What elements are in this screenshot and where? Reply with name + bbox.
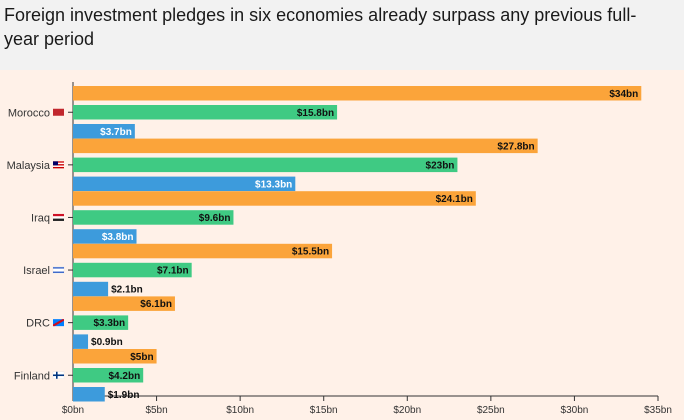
bar: [73, 124, 135, 139]
category-label: Finland: [14, 370, 50, 382]
bar: [73, 368, 144, 383]
bar-value-label: $5bn: [130, 352, 153, 363]
bar-value-label: $4.2bn: [109, 371, 141, 382]
bar: [73, 86, 642, 101]
bar-value-label: $7.1bn: [157, 266, 189, 277]
bar-value-label: $15.5bn: [292, 247, 329, 258]
bar-value-label: $3.3bn: [93, 318, 125, 329]
bar: [73, 157, 458, 173]
iraq-flag-icon: [53, 213, 64, 221]
bar: [73, 281, 109, 297]
header: Foreign investment pledges in six econom…: [0, 0, 684, 70]
category-label: DRC: [26, 318, 50, 330]
x-tick-label: $25bn: [477, 405, 505, 416]
category-label: Iraq: [31, 212, 50, 224]
bar-value-label: $34bn: [609, 89, 638, 100]
bar-value-label: $0.9bn: [91, 337, 123, 348]
x-tick-label: $5bn: [145, 405, 167, 416]
bar: [73, 176, 296, 192]
bar-value-label: $3.7bn: [100, 127, 132, 138]
bar: [73, 334, 89, 349]
malaysia-flag-icon: [53, 161, 64, 169]
bar-value-label: $24.1bn: [436, 194, 473, 205]
category-label: Morocco: [8, 107, 50, 119]
x-tick-label: $15bn: [310, 405, 338, 416]
bar: [73, 229, 137, 244]
bar: [73, 262, 192, 278]
bar: [73, 191, 476, 206]
morocco-flag-icon: [53, 108, 64, 116]
x-tick-label: $20bn: [393, 405, 421, 416]
category-label: Israel: [23, 265, 50, 277]
drc-flag-icon: [53, 319, 64, 327]
finland-flag-icon: [52, 371, 65, 379]
x-tick-label: $30bn: [561, 405, 589, 416]
bar: [73, 243, 333, 259]
bar-value-label: $23bn: [426, 160, 455, 171]
israel-flag-icon: [52, 266, 65, 274]
bar-value-label: $3.8bn: [102, 232, 134, 243]
bar-value-label: $27.8bn: [497, 141, 534, 152]
bar-value-label: $2.1bn: [111, 285, 143, 296]
bar: [73, 138, 538, 154]
bar: [73, 349, 157, 364]
bar: [73, 210, 234, 225]
category-label: Malaysia: [7, 160, 51, 172]
chart-panel: $0bn $5bn $10bn $15bn $20bn $25bn $30bn $35bn Mo…: [0, 70, 684, 420]
bar: [73, 105, 338, 120]
bar-value-label: $9.6bn: [199, 213, 231, 224]
x-tick-label: $0bn: [62, 405, 84, 416]
chart-title: Foreign investment pledges in six econom…: [4, 5, 637, 49]
bar-value-label: $15.8bn: [297, 108, 334, 119]
bar-value-label: $6.1bn: [140, 299, 172, 310]
bar-value-label: $13.3bn: [255, 179, 292, 190]
bar: [73, 315, 129, 330]
bar-value-label: $1.9bn: [108, 390, 140, 401]
bar-chart: $0bn $5bn $10bn $15bn $20bn $25bn $30bn $35bn Mo…: [7, 82, 672, 416]
x-tick-label: $10bn: [226, 405, 254, 416]
bar: [73, 296, 175, 311]
x-tick-label: $35bn: [644, 405, 672, 416]
bar: [73, 387, 105, 402]
